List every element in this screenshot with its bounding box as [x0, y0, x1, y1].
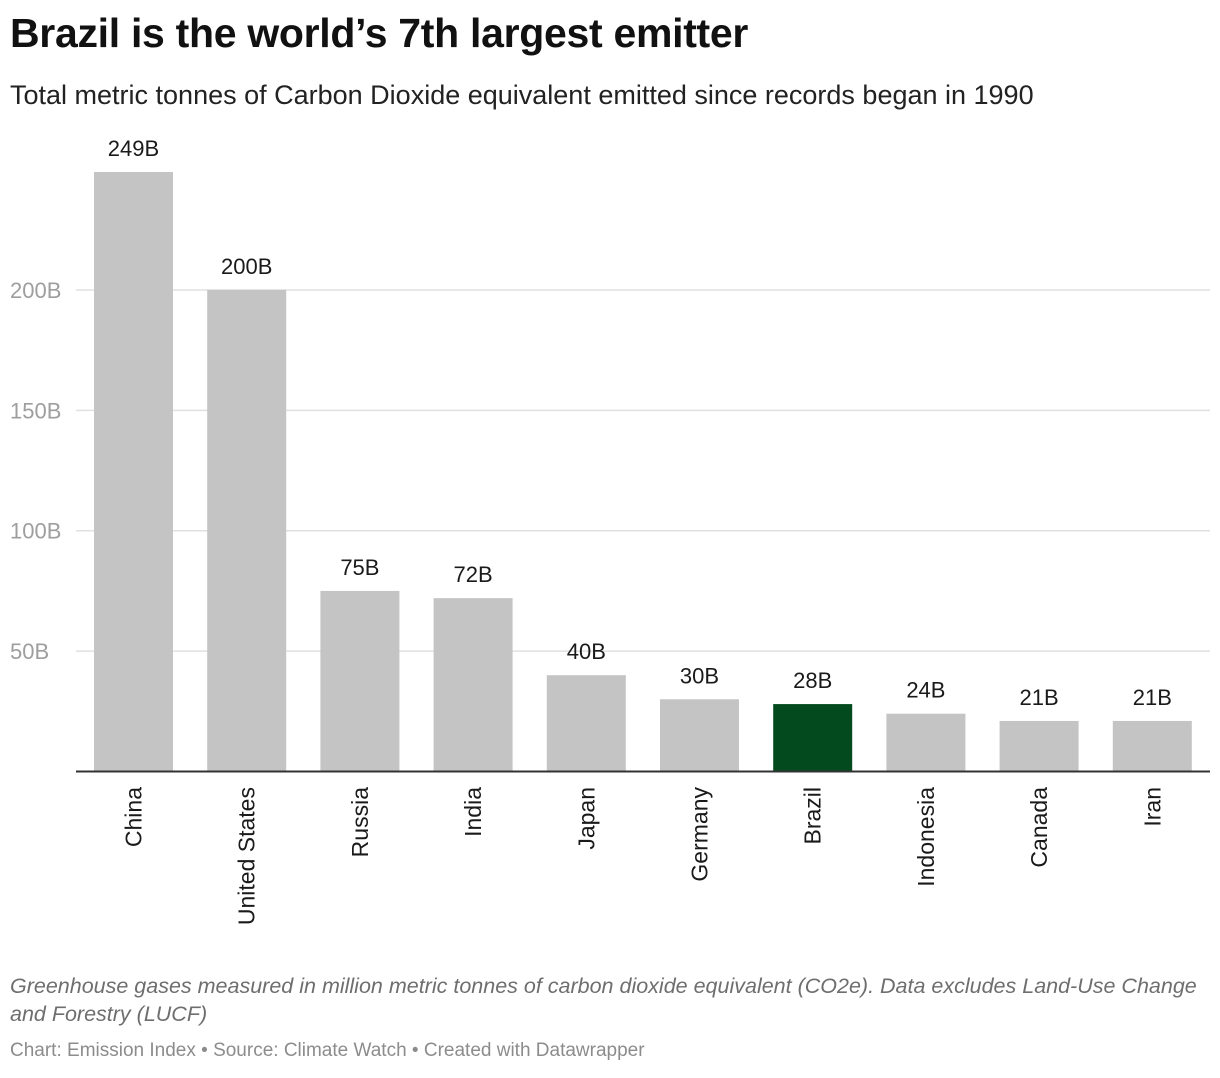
- category-label: Japan: [573, 787, 599, 850]
- x-axis-category-labels: China United States Russia India Japan German…: [121, 787, 1166, 926]
- bar-united-states: [207, 289, 287, 772]
- category-label: Germany: [687, 787, 713, 882]
- bar-value-label: 21B: [1133, 685, 1172, 710]
- bar-brazil: [773, 704, 853, 772]
- bar-india: [433, 598, 513, 772]
- category-label: Russia: [347, 787, 373, 858]
- bar-value-labels: 249B 200B 75B 72B 40B 30B 28B 24B 21B 21B: [108, 136, 1172, 710]
- y-axis-tick-labels: 50B 100B 150B 200B: [10, 278, 61, 664]
- category-label: India: [460, 787, 486, 837]
- bar-value-label: 200B: [221, 254, 272, 279]
- chart-subtitle: Total metric tonnes of Carbon Dioxide eq…: [10, 80, 1034, 110]
- chart-byline: Chart: Emission Index • Source: Climate …: [10, 1040, 645, 1061]
- y-tick-label: 150B: [10, 398, 61, 423]
- bar-canada: [999, 720, 1079, 772]
- y-tick-label: 200B: [10, 278, 61, 303]
- bar-china: [94, 172, 173, 772]
- bar-value-label: 40B: [567, 639, 606, 664]
- y-tick-label: 50B: [10, 639, 49, 664]
- bars: [94, 172, 1192, 772]
- bar-germany: [660, 699, 739, 772]
- bar-value-label: 28B: [793, 668, 832, 693]
- category-label: Canada: [1026, 787, 1052, 868]
- category-label: Iran: [1139, 787, 1165, 827]
- bar-value-label: 72B: [454, 562, 493, 587]
- bar-indonesia: [886, 713, 966, 772]
- bar-japan: [546, 675, 626, 772]
- category-label: Brazil: [800, 787, 826, 845]
- bar-value-label: 75B: [340, 555, 379, 580]
- bar-iran: [1112, 720, 1192, 772]
- y-tick-label: 100B: [10, 519, 61, 544]
- bar-value-label: 249B: [108, 136, 159, 161]
- bar-value-label: 21B: [1020, 685, 1059, 710]
- category-label: United States: [234, 787, 260, 925]
- chart-title: Brazil is the world’s 7th largest emitte…: [10, 10, 749, 56]
- category-label: China: [121, 787, 147, 847]
- chart-notes: Greenhouse gases measured in million met…: [10, 974, 1197, 1026]
- category-label: Indonesia: [913, 787, 939, 887]
- bar-value-label: 30B: [680, 663, 719, 688]
- bar-russia: [320, 590, 400, 772]
- bar-value-label: 24B: [906, 678, 945, 703]
